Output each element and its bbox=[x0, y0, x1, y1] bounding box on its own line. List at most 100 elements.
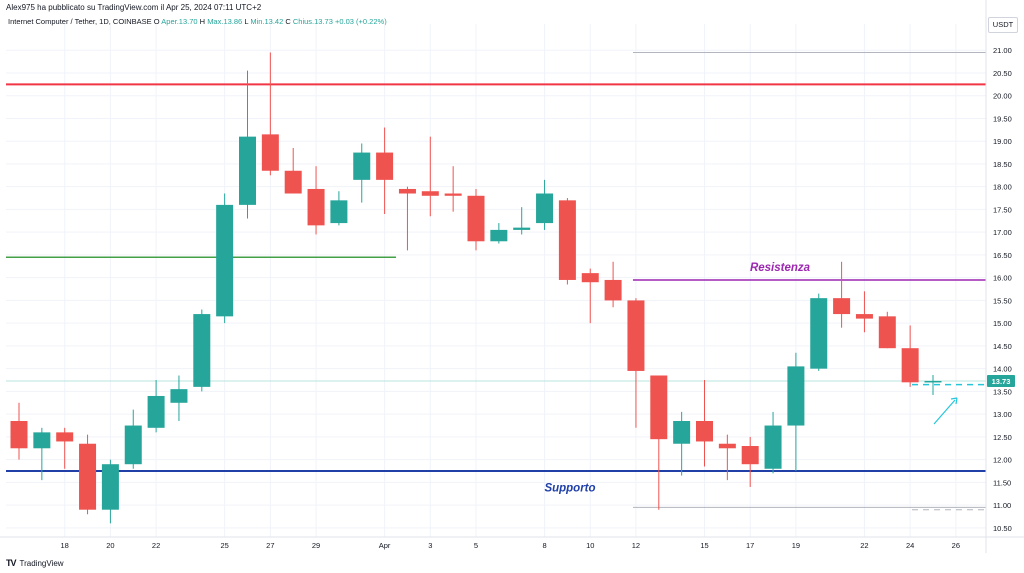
candle-body bbox=[467, 195, 485, 242]
candle bbox=[878, 311, 896, 349]
publisher-caption: Alex975 ha pubblicato su TradingView.com… bbox=[6, 3, 262, 12]
candle bbox=[330, 191, 348, 226]
candle-body bbox=[376, 152, 394, 180]
candle bbox=[718, 434, 736, 481]
candle bbox=[901, 325, 919, 387]
candle-body bbox=[170, 389, 188, 403]
candle bbox=[513, 207, 531, 235]
candle-body bbox=[33, 432, 51, 449]
candle bbox=[444, 166, 462, 212]
x-tick-label: 17 bbox=[746, 541, 754, 550]
brand-name: TradingView bbox=[19, 558, 64, 568]
tradingview-logo: TV TradingView bbox=[6, 558, 64, 568]
candle-body bbox=[924, 380, 942, 383]
candle-body bbox=[696, 420, 713, 442]
candle bbox=[855, 291, 873, 333]
candle bbox=[284, 148, 302, 194]
candle-body bbox=[627, 300, 645, 371]
x-tick-label: 20 bbox=[106, 541, 114, 550]
candle bbox=[239, 70, 256, 219]
symbol-name[interactable]: Internet Computer / Tether, 1D, COINBASE bbox=[8, 17, 152, 26]
x-tick-label: 19 bbox=[792, 541, 800, 550]
tv-logo-icon: TV bbox=[6, 558, 16, 568]
candle-body bbox=[239, 136, 256, 205]
price-axis[interactable]: 10.50 11.00 11.50 12.00 12.50 13.00 13.50 14.00… bbox=[985, 0, 1015, 553]
candle-body bbox=[193, 314, 211, 387]
y-tick-label: 12.00 bbox=[993, 456, 1012, 465]
x-tick-label: 8 bbox=[542, 541, 546, 550]
candle-body bbox=[787, 366, 805, 426]
candle-body bbox=[307, 188, 325, 226]
y-tick-label: 20.50 bbox=[993, 69, 1012, 78]
candle-body bbox=[216, 204, 234, 317]
high-label: H bbox=[199, 17, 206, 26]
candle-body bbox=[901, 348, 919, 383]
y-tick-label: 11.00 bbox=[993, 501, 1011, 510]
candle-body bbox=[56, 432, 74, 442]
candle-body bbox=[421, 191, 439, 196]
open-value: Aper.13.70 bbox=[161, 17, 198, 26]
candle-body bbox=[673, 420, 691, 444]
low-label: L bbox=[244, 17, 249, 26]
projection-arrowhead bbox=[950, 397, 958, 405]
high-value: Max.13.86 bbox=[207, 17, 243, 26]
grid bbox=[6, 24, 986, 537]
x-tick-label: 27 bbox=[266, 541, 274, 550]
time-axis[interactable]: 18 20 22 25 27 29 Apr 3 5 8 10 12 15 17 19 22 24 26 bbox=[0, 536, 1024, 550]
overlay: Resistenza Supporto bbox=[544, 262, 984, 511]
candle bbox=[261, 52, 279, 176]
candle bbox=[421, 136, 439, 217]
x-tick-label: 25 bbox=[220, 541, 228, 550]
y-tick-label: 21.00 bbox=[993, 46, 1012, 55]
candle bbox=[650, 375, 668, 510]
candle bbox=[558, 198, 576, 285]
candle bbox=[376, 127, 394, 214]
close-value: Chius.13.73 bbox=[292, 17, 333, 26]
y-tick-label: 13.50 bbox=[993, 387, 1012, 396]
candle bbox=[216, 193, 234, 324]
candle bbox=[764, 411, 782, 474]
candle-body bbox=[604, 279, 622, 301]
candle bbox=[696, 380, 713, 467]
y-tick-label: 14.00 bbox=[993, 365, 1012, 374]
candle bbox=[467, 188, 485, 251]
candle-body bbox=[855, 314, 873, 319]
y-tick-label: 14.50 bbox=[993, 342, 1012, 351]
open-label: O bbox=[153, 17, 160, 26]
y-tick-label: 19.50 bbox=[993, 114, 1012, 123]
candle bbox=[79, 434, 97, 515]
resistenza-label: Resistenza bbox=[750, 262, 811, 274]
candle bbox=[124, 409, 142, 469]
candle-body bbox=[513, 227, 531, 230]
currency-button[interactable]: USDT bbox=[988, 17, 1018, 33]
x-tick-label: 24 bbox=[906, 541, 914, 550]
candle bbox=[10, 402, 28, 460]
candle bbox=[627, 298, 645, 428]
candle bbox=[581, 268, 599, 324]
x-tick-label: 15 bbox=[700, 541, 708, 550]
candle bbox=[604, 261, 622, 308]
candle bbox=[56, 427, 74, 469]
y-tick-label: 13.00 bbox=[993, 410, 1012, 419]
x-tick-label: 29 bbox=[312, 541, 320, 550]
y-tick-label: 19.00 bbox=[993, 137, 1012, 146]
y-tick-label: 15.50 bbox=[993, 296, 1012, 305]
y-tick-label: 17.50 bbox=[993, 205, 1012, 214]
close-label: C bbox=[285, 17, 291, 26]
candle-body bbox=[444, 193, 462, 196]
candle-body bbox=[147, 395, 165, 428]
candle-body bbox=[490, 229, 508, 242]
y-tick-label: 12.50 bbox=[993, 433, 1012, 442]
candle bbox=[490, 223, 508, 244]
candle-body bbox=[878, 316, 896, 349]
y-tick-label: 15.00 bbox=[993, 319, 1012, 328]
candle bbox=[741, 436, 759, 487]
x-tick-label: 18 bbox=[61, 541, 69, 550]
candle bbox=[833, 261, 851, 328]
candle-body bbox=[718, 443, 736, 449]
candle bbox=[101, 459, 119, 524]
y-tick-label: 10.50 bbox=[993, 524, 1012, 533]
candle bbox=[353, 143, 371, 203]
candle-body bbox=[650, 375, 668, 440]
